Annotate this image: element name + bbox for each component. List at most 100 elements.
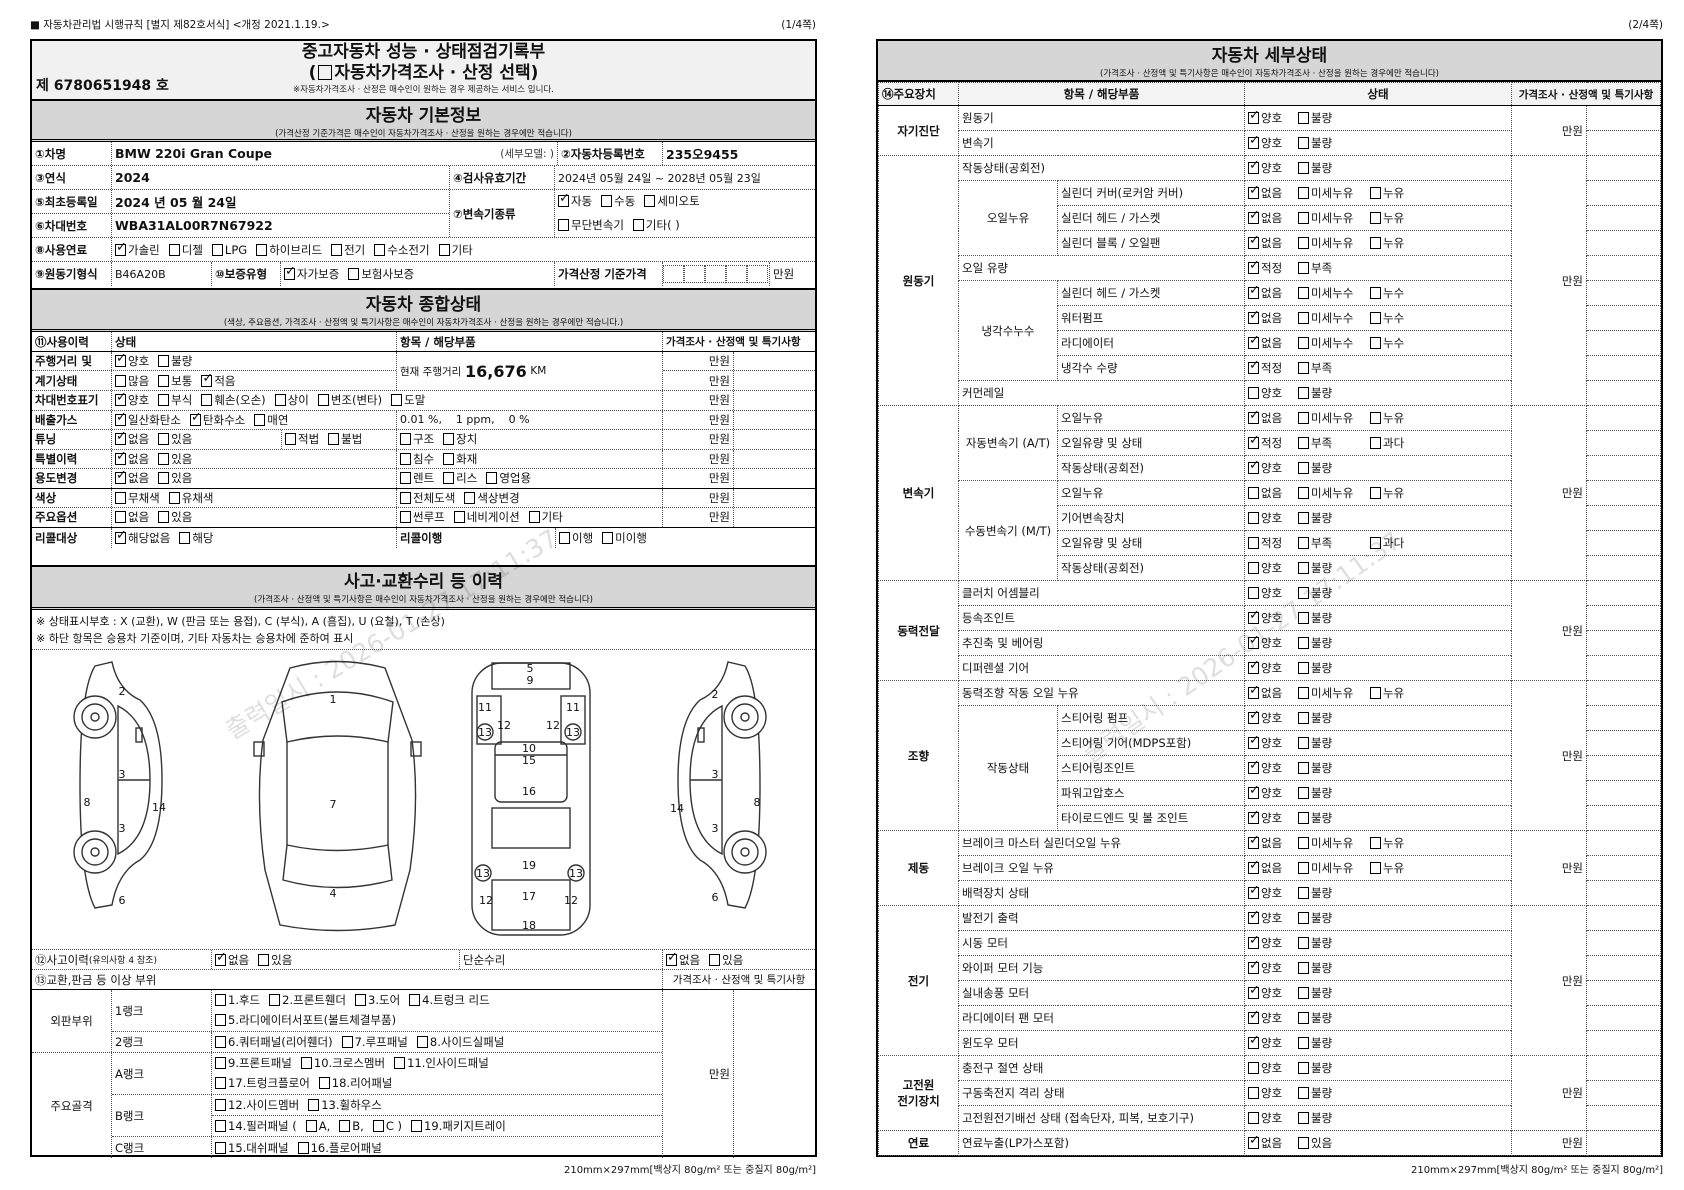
checkbox-icon[interactable] [1248, 511, 1259, 524]
price-remark[interactable] [1586, 705, 1661, 731]
checked-checkbox-icon[interactable] [1248, 108, 1260, 124]
checkbox-option[interactable]: 유채색 [168, 490, 214, 506]
checkbox-icon[interactable] [308, 1099, 320, 1111]
checkbox-icon[interactable] [158, 472, 170, 485]
checkbox-icon[interactable] [1298, 911, 1309, 924]
checkbox-option[interactable]: 양호 [1248, 708, 1298, 726]
checkbox-option[interactable]: 15.대쉬패널 [215, 1140, 289, 1156]
checkbox-icon[interactable] [158, 394, 170, 407]
price-remark[interactable] [1586, 605, 1661, 631]
checkbox-icon[interactable] [1248, 561, 1259, 574]
checkbox-icon[interactable] [1298, 436, 1309, 449]
checkbox-option[interactable]: C ) [372, 1119, 402, 1133]
checkbox-option[interactable]: 양호 [1248, 585, 1298, 601]
checkbox-option[interactable]: 양호 [1248, 883, 1298, 901]
price-remark[interactable] [1586, 130, 1661, 156]
checked-checkbox-icon[interactable] [666, 950, 678, 966]
checkbox-option[interactable]: 누유 [1370, 485, 1404, 501]
checkbox-option[interactable]: 탄화수소 [189, 411, 245, 428]
checkbox-option[interactable]: 양호 [1248, 1110, 1298, 1126]
checkbox-option[interactable]: 양호 [1248, 983, 1298, 1001]
checkbox-icon[interactable] [1298, 1011, 1309, 1024]
checkbox-icon[interactable] [300, 1056, 312, 1069]
checkbox-option[interactable]: 상이 [274, 392, 309, 408]
checked-checkbox-icon[interactable] [1248, 858, 1260, 874]
checkbox-option[interactable]: 양호 [1248, 658, 1298, 676]
checked-checkbox-icon[interactable] [115, 240, 127, 256]
checkbox-option[interactable]: 자동 [558, 191, 592, 209]
checkbox-icon[interactable] [158, 452, 170, 465]
price-remark[interactable] [734, 990, 815, 1158]
checkbox-option[interactable]: 없음 [1248, 485, 1298, 501]
price-remark[interactable] [1586, 930, 1661, 956]
checkbox-option[interactable]: 누유 [1370, 410, 1404, 426]
checkbox-option[interactable]: 불량 [1298, 635, 1370, 651]
checkbox-icon[interactable] [215, 993, 226, 1006]
price-remark[interactable] [734, 430, 815, 449]
checked-checkbox-icon[interactable] [1248, 983, 1260, 999]
checkbox-option[interactable]: 미세누유 [1298, 235, 1370, 251]
checkbox-icon[interactable] [1298, 561, 1309, 574]
checkbox-icon[interactable] [1370, 436, 1381, 449]
checkbox-option[interactable]: 미이행 [602, 530, 647, 546]
price-remark[interactable] [1586, 780, 1661, 806]
checkbox-option[interactable]: 양호 [1248, 808, 1298, 826]
checkbox-option[interactable]: 불량 [1298, 1110, 1370, 1126]
price-remark[interactable] [1586, 955, 1661, 981]
checked-checkbox-icon[interactable] [1248, 183, 1260, 199]
checkbox-icon[interactable] [1298, 1036, 1309, 1049]
checked-checkbox-icon[interactable] [1248, 433, 1260, 449]
checkbox-option[interactable]: 이행 [559, 530, 593, 546]
checkbox-option[interactable]: 미세누수 [1298, 335, 1370, 351]
checkbox-icon[interactable] [1298, 836, 1309, 849]
checkbox-option[interactable]: 해당없음 [115, 528, 170, 546]
checkbox-icon[interactable] [1298, 1136, 1309, 1149]
checkbox-icon[interactable] [1370, 836, 1381, 849]
checkbox-option[interactable]: 침수 [400, 451, 434, 467]
checked-checkbox-icon[interactable] [215, 950, 227, 966]
checked-checkbox-icon[interactable] [1248, 733, 1260, 749]
checkbox-icon[interactable] [328, 433, 340, 446]
price-remark[interactable] [1586, 905, 1661, 931]
checked-checkbox-icon[interactable] [1248, 208, 1260, 224]
checkbox-icon[interactable] [1298, 361, 1309, 374]
price-remark[interactable] [1586, 230, 1661, 256]
checkbox-icon[interactable] [339, 1120, 351, 1132]
checkbox-option[interactable]: 적정 [1248, 358, 1298, 376]
checked-checkbox-icon[interactable] [1248, 408, 1260, 424]
checkbox-icon[interactable] [254, 413, 266, 426]
checkbox-option[interactable]: 불량 [1298, 785, 1370, 801]
checkbox-icon[interactable] [416, 1036, 428, 1048]
checkbox-option[interactable]: 없음 [666, 950, 700, 968]
checkbox-icon[interactable] [1298, 386, 1309, 399]
checkbox-icon[interactable] [331, 243, 343, 256]
checkbox-option[interactable]: 불법 [328, 431, 362, 447]
checkbox-option[interactable]: 리스 [443, 470, 477, 486]
checkbox-option[interactable]: 장치 [443, 431, 477, 447]
checked-checkbox-icon[interactable] [1248, 958, 1260, 974]
checkbox-option[interactable]: 가솔린 [115, 240, 160, 258]
checkbox-option[interactable]: 있음 [709, 952, 743, 968]
checked-checkbox-icon[interactable] [1248, 783, 1260, 799]
checkbox-icon[interactable] [1298, 586, 1309, 599]
checkbox-option[interactable]: 양호 [115, 352, 149, 369]
checkbox-option[interactable]: 부족 [1298, 260, 1370, 276]
checkbox-icon[interactable] [400, 452, 411, 465]
checked-checkbox-icon[interactable] [115, 469, 127, 485]
checkbox-icon[interactable] [372, 1120, 384, 1132]
price-remark[interactable] [1586, 1105, 1661, 1131]
checked-checkbox-icon[interactable] [1248, 833, 1260, 849]
checkbox-option[interactable]: 불량 [1298, 760, 1370, 776]
checkbox-icon[interactable] [1298, 336, 1309, 349]
checkbox-icon[interactable] [1370, 186, 1381, 199]
checkbox-icon[interactable] [443, 472, 455, 485]
checkbox-option[interactable]: 미세누수 [1298, 285, 1370, 301]
checkbox-option[interactable]: 하이브리드 [256, 242, 322, 258]
checkbox-icon[interactable] [1370, 486, 1381, 499]
checkbox-option[interactable]: 10.크로스멤버 [300, 1055, 385, 1071]
checkbox-icon[interactable] [1248, 536, 1259, 549]
checkbox-icon[interactable] [215, 1141, 226, 1154]
checkbox-option[interactable]: A, [305, 1119, 330, 1133]
checkbox-option[interactable]: 보통 [158, 373, 192, 389]
checkbox-option[interactable]: 누유 [1370, 235, 1404, 251]
